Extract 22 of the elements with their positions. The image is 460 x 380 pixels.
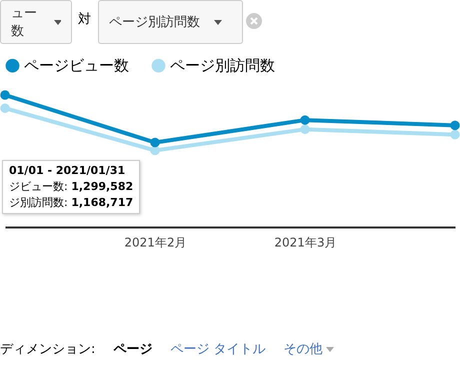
text: ページ タイトル — [170, 341, 266, 358]
text: ページ — [113, 341, 152, 358]
point — [450, 120, 460, 130]
annotation: 01/01 - 2021/01/31 — [9, 164, 126, 177]
text: 対 — [78, 11, 91, 28]
point — [450, 130, 460, 140]
point — [150, 146, 160, 156]
text: ページ別訪問数 — [109, 14, 200, 31]
annotation: ジ別訪問数: 1,168,717 — [9, 196, 134, 209]
legend-label: ページビュー数 — [24, 56, 129, 75]
point — [150, 138, 160, 148]
text: その他 — [284, 341, 323, 358]
annotation: ジビュー数: 1,299,582 — [9, 180, 134, 193]
point — [0, 103, 10, 113]
point — [300, 115, 310, 125]
text: ディメンション: — [0, 341, 96, 358]
point — [300, 124, 310, 134]
x-tick-label: 2021年2月 — [124, 236, 187, 250]
legend-label: ページ別訪問数 — [170, 56, 275, 75]
text: ュー数 — [11, 5, 38, 40]
point — [0, 90, 10, 100]
x-tick-label: 2021年3月 — [274, 236, 337, 250]
